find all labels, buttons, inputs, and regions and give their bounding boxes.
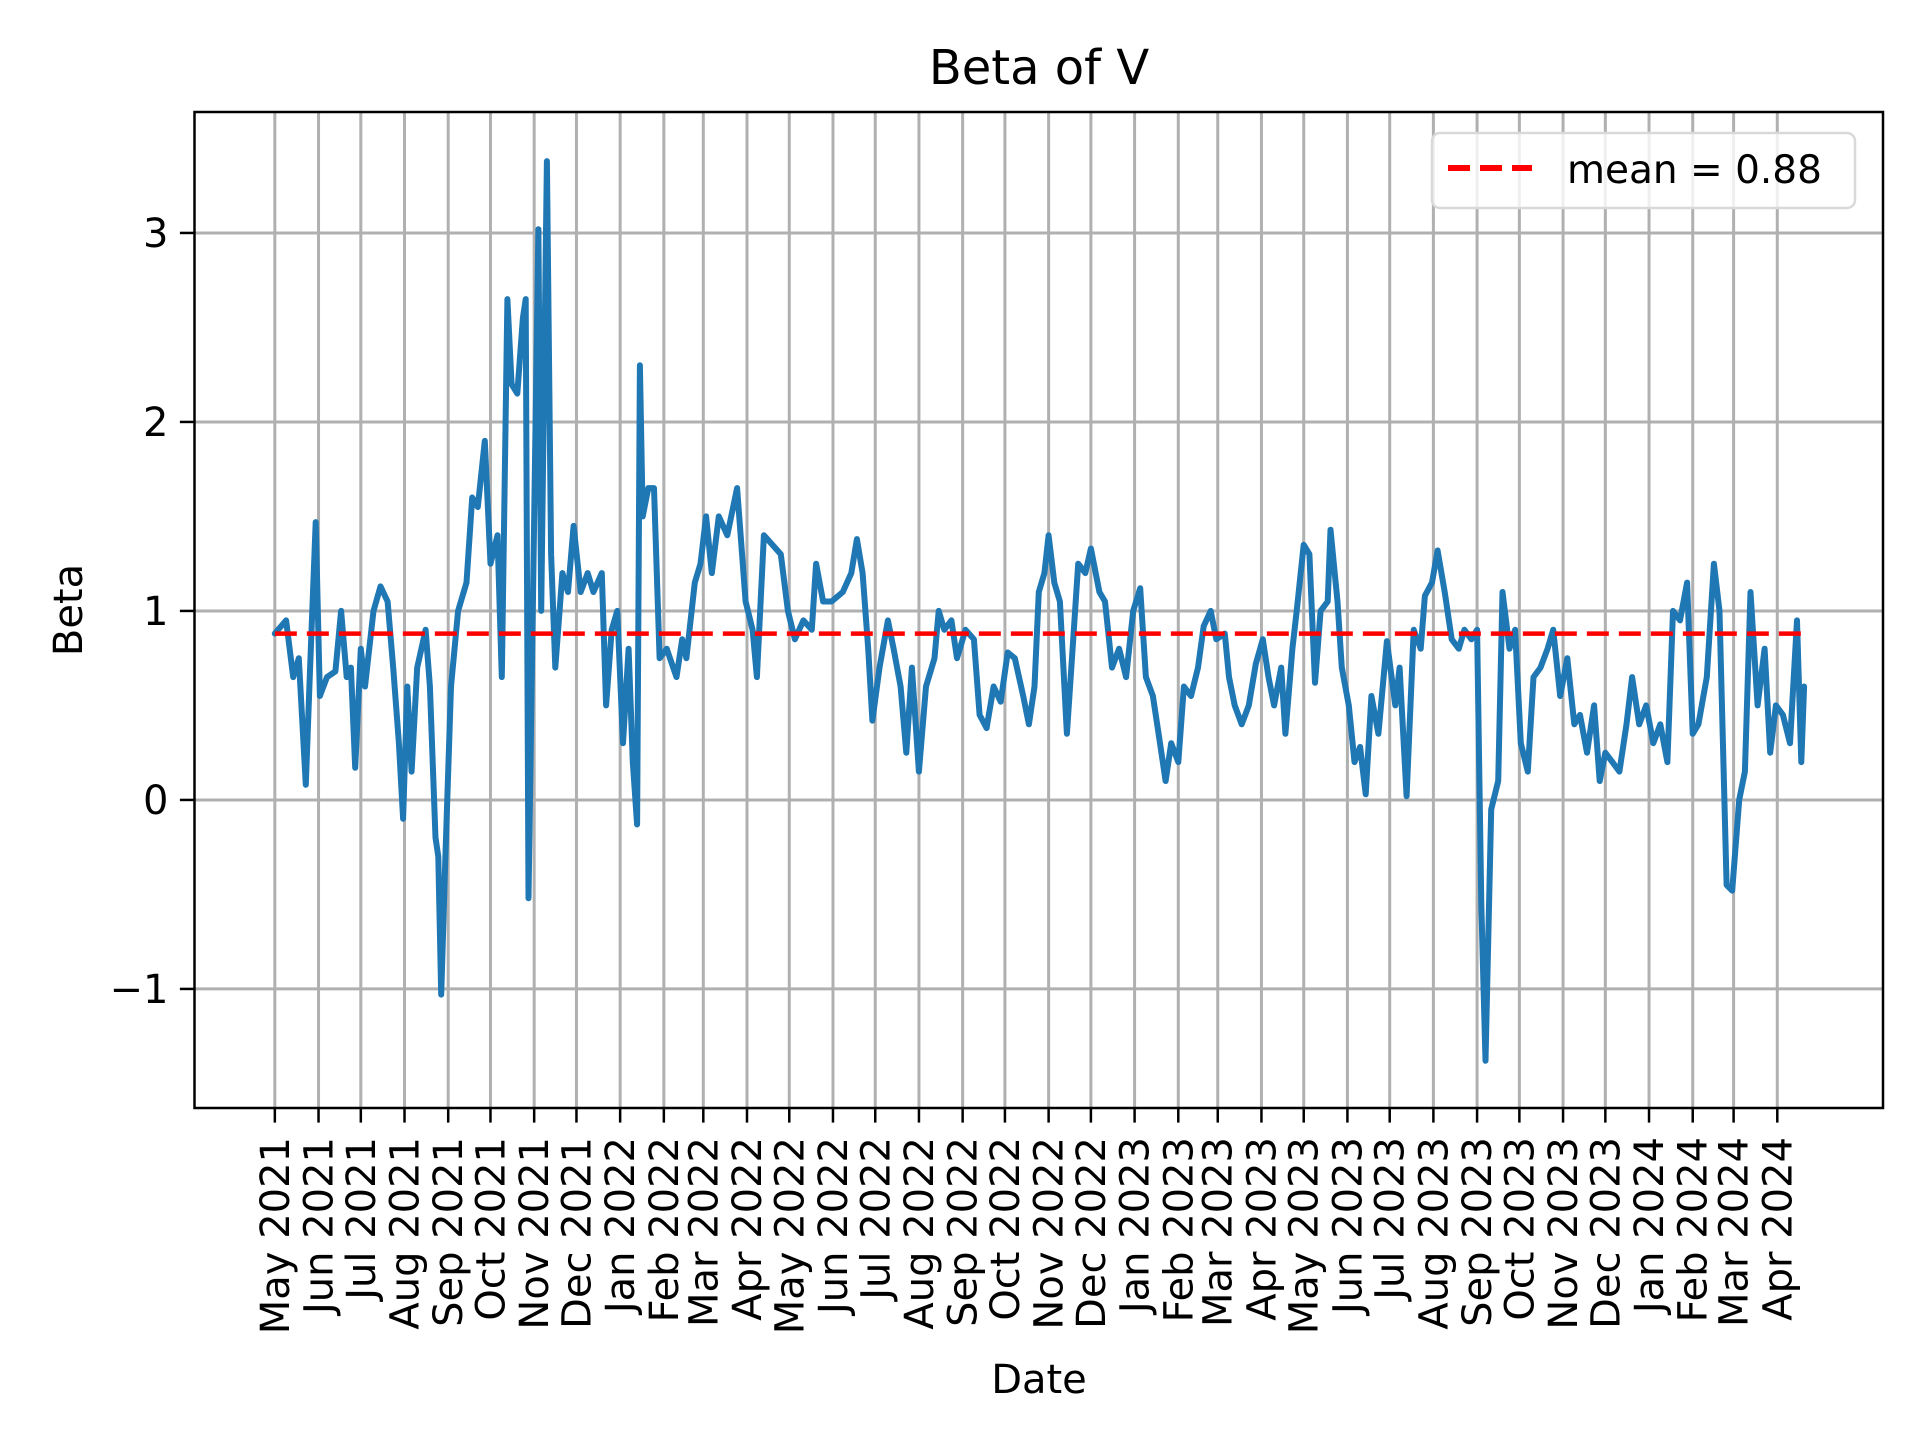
y-tick-label: 3 bbox=[143, 211, 168, 257]
x-tick-label: Apr 2022 bbox=[725, 1137, 771, 1321]
x-tick-label: Feb 2023 bbox=[1156, 1137, 1202, 1322]
x-tick-label: Jul 2021 bbox=[339, 1137, 385, 1303]
x-tick-label: Feb 2022 bbox=[642, 1137, 688, 1322]
y-tick-label: −1 bbox=[110, 967, 169, 1013]
x-axis-label: Date bbox=[991, 1357, 1087, 1403]
x-tick-label: Jan 2022 bbox=[598, 1137, 644, 1316]
x-tick-label: Apr 2023 bbox=[1239, 1137, 1285, 1321]
x-tick-label: Aug 2023 bbox=[1411, 1137, 1457, 1330]
y-tick-label: 1 bbox=[143, 589, 168, 635]
x-tick-label: Feb 2024 bbox=[1671, 1137, 1717, 1322]
chart-title: Beta of V bbox=[929, 40, 1149, 96]
x-tick-label: Mar 2022 bbox=[681, 1137, 727, 1327]
y-axis-label: Beta bbox=[46, 564, 92, 656]
x-tick-label: Sep 2022 bbox=[941, 1137, 987, 1327]
x-tick-label: Jun 2023 bbox=[1325, 1137, 1371, 1317]
x-tick-label: Jun 2021 bbox=[297, 1137, 343, 1317]
y-tick-label: 2 bbox=[143, 400, 168, 446]
y-tick-label: 0 bbox=[143, 778, 168, 824]
x-tick-label: Jul 2022 bbox=[853, 1137, 899, 1303]
x-tick-label: Dec 2022 bbox=[1069, 1137, 1115, 1329]
x-tick-label: Jan 2023 bbox=[1113, 1137, 1159, 1316]
x-tick-label: May 2023 bbox=[1282, 1137, 1328, 1334]
legend-mean-label: mean = 0.88 bbox=[1567, 148, 1822, 193]
x-tick-label: Sep 2023 bbox=[1455, 1137, 1501, 1327]
x-tick-label: May 2021 bbox=[253, 1137, 299, 1334]
x-tick-label: Oct 2021 bbox=[468, 1137, 514, 1321]
x-tick-label: Aug 2022 bbox=[897, 1137, 943, 1330]
plot-area bbox=[271, 158, 1808, 1064]
legend: mean = 0.88 bbox=[1430, 131, 1857, 210]
x-tick-label: Jul 2023 bbox=[1368, 1137, 1414, 1303]
x-tick-label: Oct 2022 bbox=[983, 1137, 1029, 1321]
x-tick-label: Jan 2024 bbox=[1627, 1137, 1673, 1316]
x-tick-label: Mar 2024 bbox=[1712, 1137, 1758, 1327]
x-tick-label: Dec 2023 bbox=[1583, 1137, 1629, 1329]
x-tick-label: Jun 2022 bbox=[811, 1137, 857, 1317]
legend-box bbox=[1430, 131, 1857, 210]
x-tick-label: Oct 2023 bbox=[1497, 1137, 1543, 1321]
x-tick-label: May 2022 bbox=[767, 1137, 813, 1334]
x-tick-label: Dec 2021 bbox=[554, 1137, 600, 1329]
x-tick-label: Aug 2021 bbox=[383, 1137, 429, 1330]
x-tick-label: Nov 2021 bbox=[512, 1137, 558, 1330]
beta-series-line bbox=[271, 158, 1808, 1064]
grid-lines bbox=[194, 112, 1883, 1108]
x-tick-label: Nov 2022 bbox=[1027, 1137, 1073, 1330]
y-axis-ticks: −1 0 1 2 3 bbox=[110, 211, 195, 1013]
x-tick-label: Sep 2021 bbox=[426, 1137, 472, 1327]
x-tick-label: Apr 2024 bbox=[1755, 1137, 1801, 1321]
x-tick-label: Mar 2023 bbox=[1196, 1137, 1242, 1327]
x-tick-label: Nov 2023 bbox=[1541, 1137, 1587, 1330]
